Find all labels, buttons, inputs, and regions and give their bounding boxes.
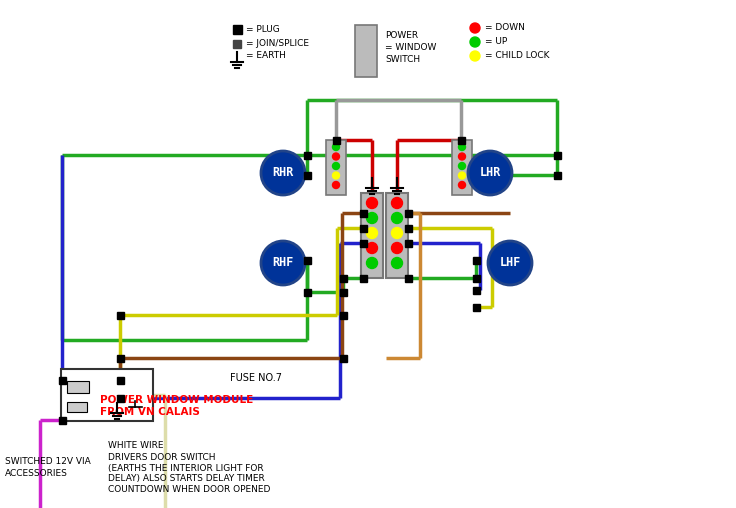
Bar [359,225,367,232]
Circle shape [459,143,465,150]
FancyBboxPatch shape [355,25,377,77]
Bar [359,209,367,216]
Text: (EARTHS THE INTERIOR LIGHT FOR: (EARTHS THE INTERIOR LIGHT FOR [108,464,263,473]
Bar [303,257,311,264]
Bar [58,376,66,384]
Bar [473,257,479,264]
Circle shape [367,228,378,238]
Bar [303,289,311,296]
Text: FROM VN CALAIS: FROM VN CALAIS [100,407,200,417]
Circle shape [367,242,378,253]
Bar [116,376,124,384]
Bar [473,274,479,281]
Bar [339,289,347,296]
Circle shape [333,172,339,179]
Bar [339,311,347,319]
Circle shape [333,143,339,150]
Bar [116,311,124,319]
Text: COUNTDOWN WHEN DOOR OPENED: COUNTDOWN WHEN DOOR OPENED [108,486,270,494]
Circle shape [488,241,532,285]
Circle shape [468,151,512,195]
Bar [339,274,347,281]
Bar [233,25,242,34]
Circle shape [261,241,305,285]
Bar [303,172,311,178]
Bar [67,381,89,393]
Circle shape [459,153,465,160]
Circle shape [333,181,339,188]
Bar [359,274,367,281]
Circle shape [459,172,465,179]
FancyBboxPatch shape [361,193,383,278]
Circle shape [392,198,403,208]
Text: = WINDOW: = WINDOW [385,43,436,51]
Text: LHF: LHF [499,257,520,270]
Bar [303,151,311,158]
Text: RHR: RHR [272,167,294,179]
Bar [405,239,411,246]
Bar [339,355,347,362]
Circle shape [459,181,465,188]
FancyBboxPatch shape [61,369,153,421]
Text: WHITE WIRE: WHITE WIRE [108,440,163,450]
Circle shape [459,163,465,170]
Bar [473,303,479,310]
Text: DELAY) ALSO STARTS DELAY TIMER: DELAY) ALSO STARTS DELAY TIMER [108,474,265,484]
Text: LHR: LHR [479,167,500,179]
Text: = EARTH: = EARTH [246,51,286,60]
Bar [359,239,367,246]
Circle shape [470,23,480,33]
Bar [67,402,87,412]
FancyBboxPatch shape [452,140,472,195]
Text: DRIVERS DOOR SWITCH: DRIVERS DOOR SWITCH [108,453,216,461]
Text: = UP: = UP [485,38,507,47]
Circle shape [367,258,378,269]
Bar [553,172,561,178]
Text: POWER: POWER [385,30,418,40]
Text: SWITCH: SWITCH [385,54,420,64]
Circle shape [367,198,378,208]
Bar [405,209,411,216]
Bar [553,151,561,158]
Text: POWER WINDOW MODULE: POWER WINDOW MODULE [100,395,253,405]
Text: ACCESSORIES: ACCESSORIES [5,469,68,479]
Circle shape [392,242,403,253]
Text: = PLUG: = PLUG [246,25,280,35]
Circle shape [470,37,480,47]
FancyBboxPatch shape [386,193,408,278]
Bar [58,417,66,424]
Text: FUSE NO.7: FUSE NO.7 [230,373,282,383]
Circle shape [333,163,339,170]
Circle shape [392,228,403,238]
Circle shape [392,258,403,269]
Bar [233,40,241,48]
Circle shape [261,151,305,195]
Circle shape [367,212,378,224]
Text: SWITCHED 12V VIA: SWITCHED 12V VIA [5,458,91,466]
Bar [405,225,411,232]
Bar [458,137,464,143]
Text: = DOWN: = DOWN [485,23,525,33]
Text: = CHILD LOCK: = CHILD LOCK [485,51,550,60]
Bar [116,355,124,362]
Circle shape [333,153,339,160]
Bar [116,395,124,401]
Circle shape [392,212,403,224]
Circle shape [470,51,480,61]
Bar [405,274,411,281]
Bar [333,137,339,143]
Text: = JOIN/SPLICE: = JOIN/SPLICE [246,40,309,48]
FancyBboxPatch shape [326,140,346,195]
Text: RHF: RHF [272,257,294,270]
Bar [473,287,479,294]
